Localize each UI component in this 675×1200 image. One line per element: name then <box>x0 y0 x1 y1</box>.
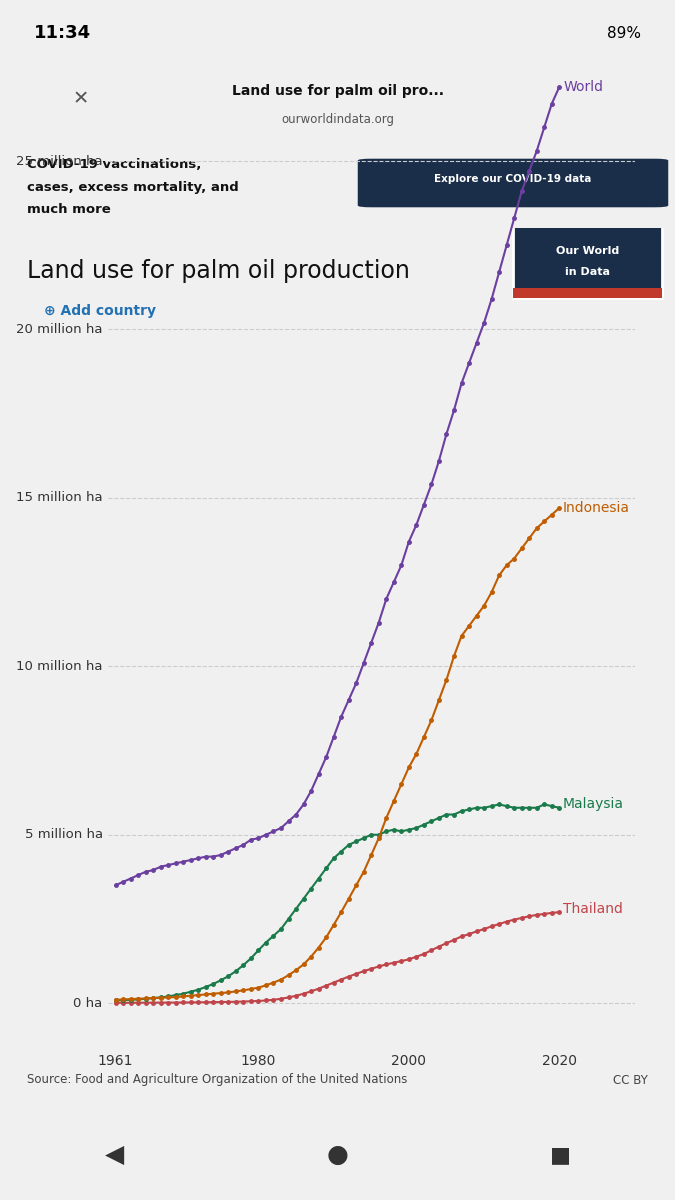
Text: 11:34: 11:34 <box>34 24 91 42</box>
Text: 89%: 89% <box>608 25 641 41</box>
Text: cases, excess mortality, and: cases, excess mortality, and <box>27 181 239 194</box>
Text: 2000: 2000 <box>392 1054 427 1068</box>
Text: much more: much more <box>27 204 111 216</box>
Text: 0 ha: 0 ha <box>74 997 103 1009</box>
Text: 15 million ha: 15 million ha <box>16 491 103 504</box>
Text: 25 million ha: 25 million ha <box>16 155 103 168</box>
FancyBboxPatch shape <box>513 288 662 298</box>
Text: ■: ■ <box>549 1145 571 1165</box>
FancyBboxPatch shape <box>513 220 662 298</box>
Text: ●: ● <box>327 1142 348 1166</box>
Text: 5 million ha: 5 million ha <box>24 828 103 841</box>
Text: ⊕ Add country: ⊕ Add country <box>44 305 156 318</box>
Text: COVID-19 vaccinations,: COVID-19 vaccinations, <box>27 158 201 172</box>
Text: in Data: in Data <box>565 266 610 277</box>
Text: ourworldindata.org: ourworldindata.org <box>281 114 394 126</box>
Text: Land use for palm oil pro...: Land use for palm oil pro... <box>232 84 443 98</box>
Text: Source: Food and Agriculture Organization of the United Nations: Source: Food and Agriculture Organizatio… <box>27 1074 408 1086</box>
Text: Our World: Our World <box>556 246 619 256</box>
Text: 20 million ha: 20 million ha <box>16 323 103 336</box>
Text: ✕: ✕ <box>73 89 89 108</box>
Text: Thailand: Thailand <box>563 902 623 916</box>
Text: Explore our COVID-19 data: Explore our COVID-19 data <box>434 174 592 184</box>
Text: Malaysia: Malaysia <box>563 798 624 811</box>
Text: 10 million ha: 10 million ha <box>16 660 103 673</box>
Text: Land use for palm oil production: Land use for palm oil production <box>27 259 410 283</box>
Text: Indonesia: Indonesia <box>563 502 630 515</box>
Text: ◀: ◀ <box>105 1142 124 1166</box>
Text: World: World <box>563 80 603 94</box>
FancyBboxPatch shape <box>358 158 668 208</box>
Text: 1961: 1961 <box>98 1054 133 1068</box>
Text: 1980: 1980 <box>241 1054 276 1068</box>
Text: 2020: 2020 <box>542 1054 576 1068</box>
Text: CC BY: CC BY <box>613 1074 648 1086</box>
